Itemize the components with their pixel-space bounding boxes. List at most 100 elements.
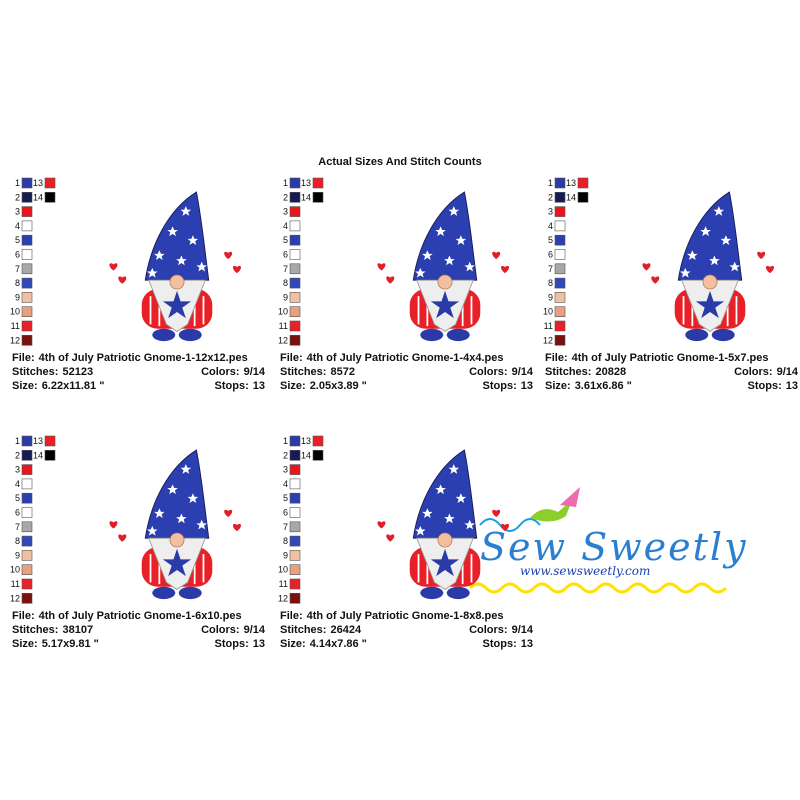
size: Size: 6.22x11.81 " bbox=[12, 380, 104, 392]
color-swatch bbox=[312, 435, 324, 447]
color-swatch bbox=[289, 478, 301, 490]
color-number: 5 bbox=[15, 493, 20, 503]
size: Size: 5.17x9.81 " bbox=[12, 638, 99, 650]
stops-value: 13 bbox=[786, 380, 798, 392]
colors-label: Colors: bbox=[734, 366, 773, 378]
color-swatch bbox=[289, 578, 301, 590]
stops: Stops: 13 bbox=[215, 380, 265, 392]
color-number: 2 bbox=[283, 450, 288, 460]
color-swatch bbox=[554, 177, 566, 189]
colors-value: 9/14 bbox=[244, 366, 266, 378]
file-name: File: 4th of July Patriotic Gnome-1-5x7.p… bbox=[545, 352, 768, 364]
color-number: 1 bbox=[283, 436, 288, 446]
color-number: 6 bbox=[283, 508, 288, 518]
file-name-value: 4th of July Patriotic Gnome-1-5x7.pes bbox=[572, 352, 769, 364]
color-swatch bbox=[289, 449, 301, 461]
color-swatch bbox=[21, 449, 33, 461]
stitches: Stitches: 20828 bbox=[545, 366, 626, 378]
stops-value: 13 bbox=[521, 638, 533, 650]
color-swatch bbox=[289, 206, 301, 217]
colors-value: 9/14 bbox=[512, 366, 534, 378]
color-number: 12 bbox=[10, 335, 20, 345]
color-swatch bbox=[21, 507, 33, 518]
color-swatch bbox=[21, 478, 33, 490]
color-swatch bbox=[289, 320, 301, 332]
color-number: 9 bbox=[283, 292, 288, 302]
color-number: 11 bbox=[544, 321, 553, 331]
color-number: 14 bbox=[566, 192, 576, 202]
color-number: 5 bbox=[548, 235, 553, 245]
logo-name: Sew Sweetly bbox=[480, 525, 748, 569]
stops: Stops: 13 bbox=[483, 380, 533, 392]
size-value: 2.05x3.89 " bbox=[310, 380, 367, 392]
color-number: 7 bbox=[548, 264, 553, 274]
color-swatch bbox=[44, 192, 56, 203]
color-swatch bbox=[554, 306, 566, 318]
size-value: 6.22x11.81 " bbox=[42, 380, 105, 392]
file-name: File: 4th of July Patriotic Gnome-1-8x8.p… bbox=[280, 610, 503, 622]
color-swatch bbox=[289, 564, 301, 576]
color-swatch bbox=[21, 578, 33, 590]
colors-value: 9/14 bbox=[777, 366, 799, 378]
colors-label: Colors: bbox=[201, 624, 240, 636]
stitches-label: Stitches: bbox=[545, 366, 591, 378]
color-number: 1 bbox=[283, 178, 288, 188]
colors: Colors: 9/14 bbox=[201, 366, 266, 378]
file-name-label: File: bbox=[280, 352, 303, 364]
color-swatch bbox=[289, 192, 301, 203]
color-swatch bbox=[289, 550, 301, 561]
color-swatch bbox=[21, 535, 33, 547]
color-swatch bbox=[289, 263, 301, 275]
color-number: 7 bbox=[283, 264, 288, 274]
color-number: 9 bbox=[283, 550, 288, 560]
size: Size: 3.61x6.86 " bbox=[545, 380, 632, 392]
color-number: 14 bbox=[33, 450, 43, 460]
color-number: 7 bbox=[15, 522, 20, 532]
gnome-image bbox=[109, 192, 241, 341]
color-swatch bbox=[312, 177, 324, 189]
color-swatch bbox=[289, 507, 301, 518]
color-swatch bbox=[21, 263, 33, 275]
stitches-value: 52123 bbox=[62, 366, 93, 378]
color-number: 12 bbox=[278, 335, 288, 345]
gnome-image bbox=[109, 450, 241, 599]
color-number: 1 bbox=[15, 178, 20, 188]
colors: Colors: 9/14 bbox=[469, 624, 534, 636]
stops-value: 13 bbox=[253, 380, 265, 392]
color-number: 6 bbox=[548, 250, 553, 260]
color-number: 2 bbox=[15, 450, 20, 460]
gnome-image bbox=[377, 192, 509, 341]
colors-label: Colors: bbox=[201, 366, 240, 378]
color-swatch bbox=[289, 464, 301, 475]
color-number: 1 bbox=[15, 436, 20, 446]
bird-wing bbox=[560, 487, 580, 507]
stops-label: Stops: bbox=[215, 638, 249, 650]
stops-label: Stops: bbox=[483, 380, 517, 392]
file-name: File: 4th of July Patriotic Gnome-1-4x4.p… bbox=[280, 352, 503, 364]
color-swatch bbox=[312, 192, 324, 203]
colors-value: 9/14 bbox=[244, 624, 266, 636]
stitches-label: Stitches: bbox=[280, 366, 326, 378]
size-label: Size: bbox=[280, 638, 306, 650]
color-number: 11 bbox=[11, 321, 20, 331]
swirl bbox=[479, 518, 541, 532]
color-number: 3 bbox=[548, 207, 553, 217]
size: Size: 4.14x7.86 " bbox=[280, 638, 367, 650]
stitches-label: Stitches: bbox=[280, 624, 326, 636]
file-name: File: 4th of July Patriotic Gnome-1-6x10.… bbox=[12, 610, 242, 622]
size-value: 4.14x7.86 " bbox=[310, 638, 367, 650]
color-number: 3 bbox=[283, 207, 288, 217]
color-number: 4 bbox=[15, 221, 20, 231]
colors-value: 9/14 bbox=[512, 624, 534, 636]
logo-url: www.sewsweetly.com bbox=[520, 564, 650, 578]
color-swatch bbox=[289, 234, 301, 246]
color-number: 8 bbox=[283, 278, 288, 288]
color-swatch bbox=[289, 249, 301, 260]
stops: Stops: 13 bbox=[215, 638, 265, 650]
gnome-image bbox=[642, 192, 774, 341]
color-number: 13 bbox=[301, 178, 311, 188]
color-swatch bbox=[21, 306, 33, 318]
